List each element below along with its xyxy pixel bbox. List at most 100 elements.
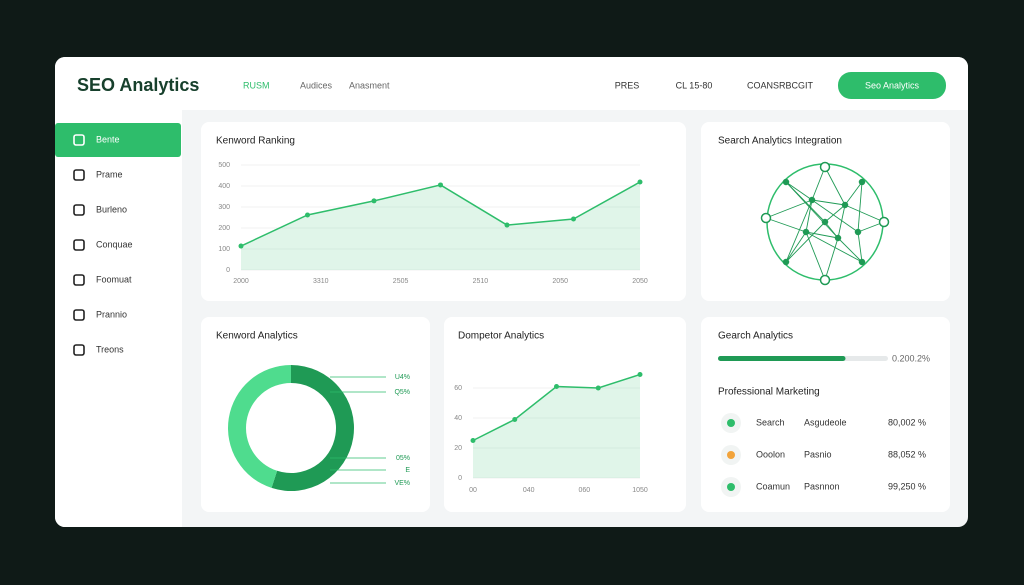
donut-label: VE%: [394, 480, 410, 487]
row-cell: Coamun: [756, 481, 790, 491]
network-edge: [824, 166, 846, 206]
sidebar-item[interactable]: Foomuat: [96, 274, 132, 284]
row-cell: Search: [756, 417, 785, 427]
panel: [701, 317, 950, 512]
network-edge: [837, 237, 863, 263]
y-tick-label: 60: [454, 385, 462, 392]
sidebar-item[interactable]: Bente: [96, 134, 120, 144]
x-tick-label: 2050: [632, 278, 648, 285]
progress-label: 0.200.2%: [892, 353, 930, 363]
y-tick-label: 300: [218, 204, 230, 211]
sidebar-icon: [73, 239, 85, 251]
donut-label: 05%: [396, 455, 410, 462]
network-edge: [805, 231, 839, 239]
network-edge: [857, 181, 863, 233]
network-edge: [811, 199, 846, 206]
row-cell: 88,052 %: [888, 449, 926, 459]
sidebar-item[interactable]: Prannio: [96, 309, 127, 319]
sidebar-icon: [73, 134, 85, 146]
sidebar-icon: [73, 344, 85, 356]
network-edge: [805, 199, 813, 233]
network-edge: [785, 199, 813, 263]
point: [637, 372, 643, 377]
panel-title: Gearch Analytics: [718, 331, 793, 342]
y-tick-label: 0: [226, 267, 230, 274]
network-node: [819, 274, 831, 286]
point: [238, 243, 244, 249]
y-tick-label: 200: [218, 225, 230, 232]
y-tick-label: 20: [454, 445, 462, 452]
header-item[interactable]: PRES: [615, 80, 640, 90]
header-item[interactable]: COANSRBCGIT: [747, 80, 814, 90]
nav-link[interactable]: RUSM: [243, 80, 270, 90]
nav-link[interactable]: Audices: [300, 80, 333, 90]
network-edge: [765, 199, 813, 219]
donut-segment: [271, 365, 354, 491]
sidebar: [55, 110, 182, 527]
row-cell: 99,250 %: [888, 481, 926, 491]
network-edge: [765, 217, 807, 233]
network-edge: [785, 221, 826, 263]
y-tick-label: 40: [454, 415, 462, 422]
donut-segment: [227, 365, 291, 488]
header-item[interactable]: CL 15-80: [676, 80, 713, 90]
x-tick-label: 2510: [473, 278, 489, 285]
network-node: [834, 234, 842, 242]
sidebar-item[interactable]: Burleno: [96, 204, 127, 214]
point: [637, 179, 643, 185]
network-edge: [811, 199, 859, 233]
network-node: [854, 228, 862, 236]
sidebar-icon: [73, 309, 85, 321]
nav-link[interactable]: Anasment: [349, 80, 390, 90]
sidebar-item[interactable]: Conquae: [96, 239, 133, 249]
sidebar-item[interactable]: Prame: [96, 169, 123, 179]
panel-subtitle: Professional Marketing: [718, 387, 820, 398]
network-node: [858, 258, 866, 266]
x-tick-label: 2505: [393, 278, 409, 285]
x-tick-label: 040: [523, 487, 535, 494]
donut-label: Q5%: [394, 389, 410, 396]
y-tick-label: 100: [218, 246, 230, 253]
row-cell: Pasnio: [804, 449, 832, 459]
network-node: [782, 258, 790, 266]
point: [595, 385, 601, 391]
network-node: [841, 201, 849, 209]
network-node: [782, 178, 790, 186]
active-item[interactable]: [55, 123, 181, 157]
row-cell: Asgudeole: [804, 417, 847, 427]
header-button-label[interactable]: Seo Analytics: [865, 80, 920, 90]
header: [55, 57, 968, 110]
point: [512, 417, 518, 422]
network-edge: [844, 204, 885, 223]
panel-title: Dompetor Analytics: [458, 331, 544, 342]
sidebar-icon: [73, 169, 85, 181]
x-tick-label: 00: [469, 487, 477, 494]
network-edge: [805, 231, 863, 263]
y-tick-label: 0: [458, 475, 462, 482]
x-tick-label: 1050: [632, 487, 648, 494]
network-node: [878, 216, 890, 228]
sidebar-item[interactable]: Treons: [96, 344, 124, 354]
row-icon-dot: [727, 451, 735, 459]
row-icon-dot: [727, 483, 735, 491]
point: [371, 198, 377, 204]
header-button[interactable]: [838, 72, 946, 99]
panel: [444, 317, 686, 512]
x-tick-label: 3310: [313, 278, 329, 285]
x-tick-label: 2000: [233, 278, 249, 285]
network-edge: [785, 231, 807, 263]
point: [438, 182, 443, 188]
network-node: [808, 196, 816, 204]
row-cell: 80,002 %: [888, 417, 926, 427]
network-edge: [857, 231, 863, 263]
row-icon-dot: [727, 419, 735, 427]
point: [554, 384, 559, 389]
network-diagram: [760, 161, 890, 286]
y-tick-label: 400: [218, 183, 230, 190]
network-edge: [844, 181, 863, 206]
x-tick-label: 2050: [552, 278, 568, 285]
panel: [701, 122, 950, 301]
point: [470, 438, 476, 443]
